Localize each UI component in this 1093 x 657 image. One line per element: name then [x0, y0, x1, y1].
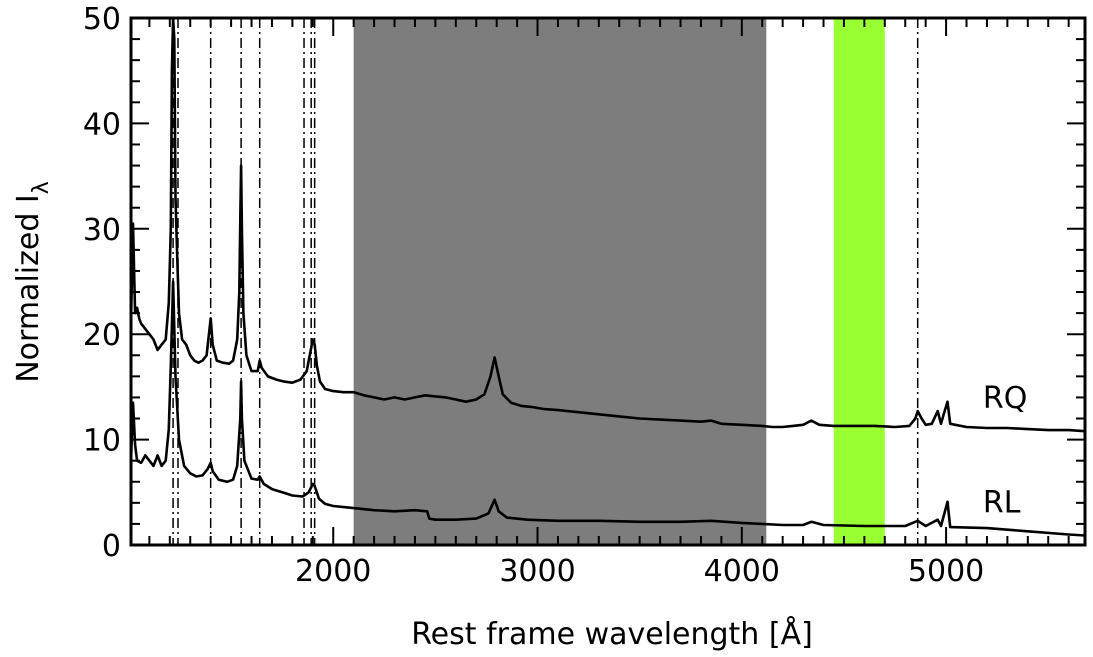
series-label-rq: RQ	[983, 381, 1027, 416]
y-axis-title-subscript: λ	[29, 181, 54, 194]
y-tick-label: 30	[83, 213, 121, 248]
y-tick-label: 40	[83, 107, 121, 142]
x-tick-label: 2000	[295, 554, 371, 589]
series-line-rq	[131, 18, 1085, 433]
x-tick-label: 3000	[499, 554, 575, 589]
plot-frame	[129, 16, 1087, 547]
shaded-region-1	[833, 18, 885, 545]
y-tick-label: 20	[83, 318, 121, 353]
tick-labels: 0 10 20 30 40 50 2000 3000 4000 5000	[83, 2, 984, 589]
y-tick-label: 0	[102, 529, 121, 564]
series-layer	[131, 18, 1085, 537]
shaded-regions	[353, 18, 885, 545]
y-tick-label: 10	[83, 424, 121, 459]
shaded-region-0	[353, 18, 767, 545]
y-axis-title-main: Normalized I	[11, 194, 46, 383]
y-axis-title: Normalized Iλ	[11, 181, 54, 383]
series-line-rl	[131, 280, 1085, 537]
axis-ticks	[131, 17, 1085, 546]
x-tick-label: 4000	[704, 554, 780, 589]
y-tick-label: 50	[83, 2, 121, 37]
x-axis-title: Rest frame wavelength [Å]	[411, 616, 813, 652]
x-tick-label: 5000	[908, 554, 984, 589]
series-label-rl: RL	[983, 485, 1021, 520]
series-labels: RQ RL	[983, 381, 1027, 520]
